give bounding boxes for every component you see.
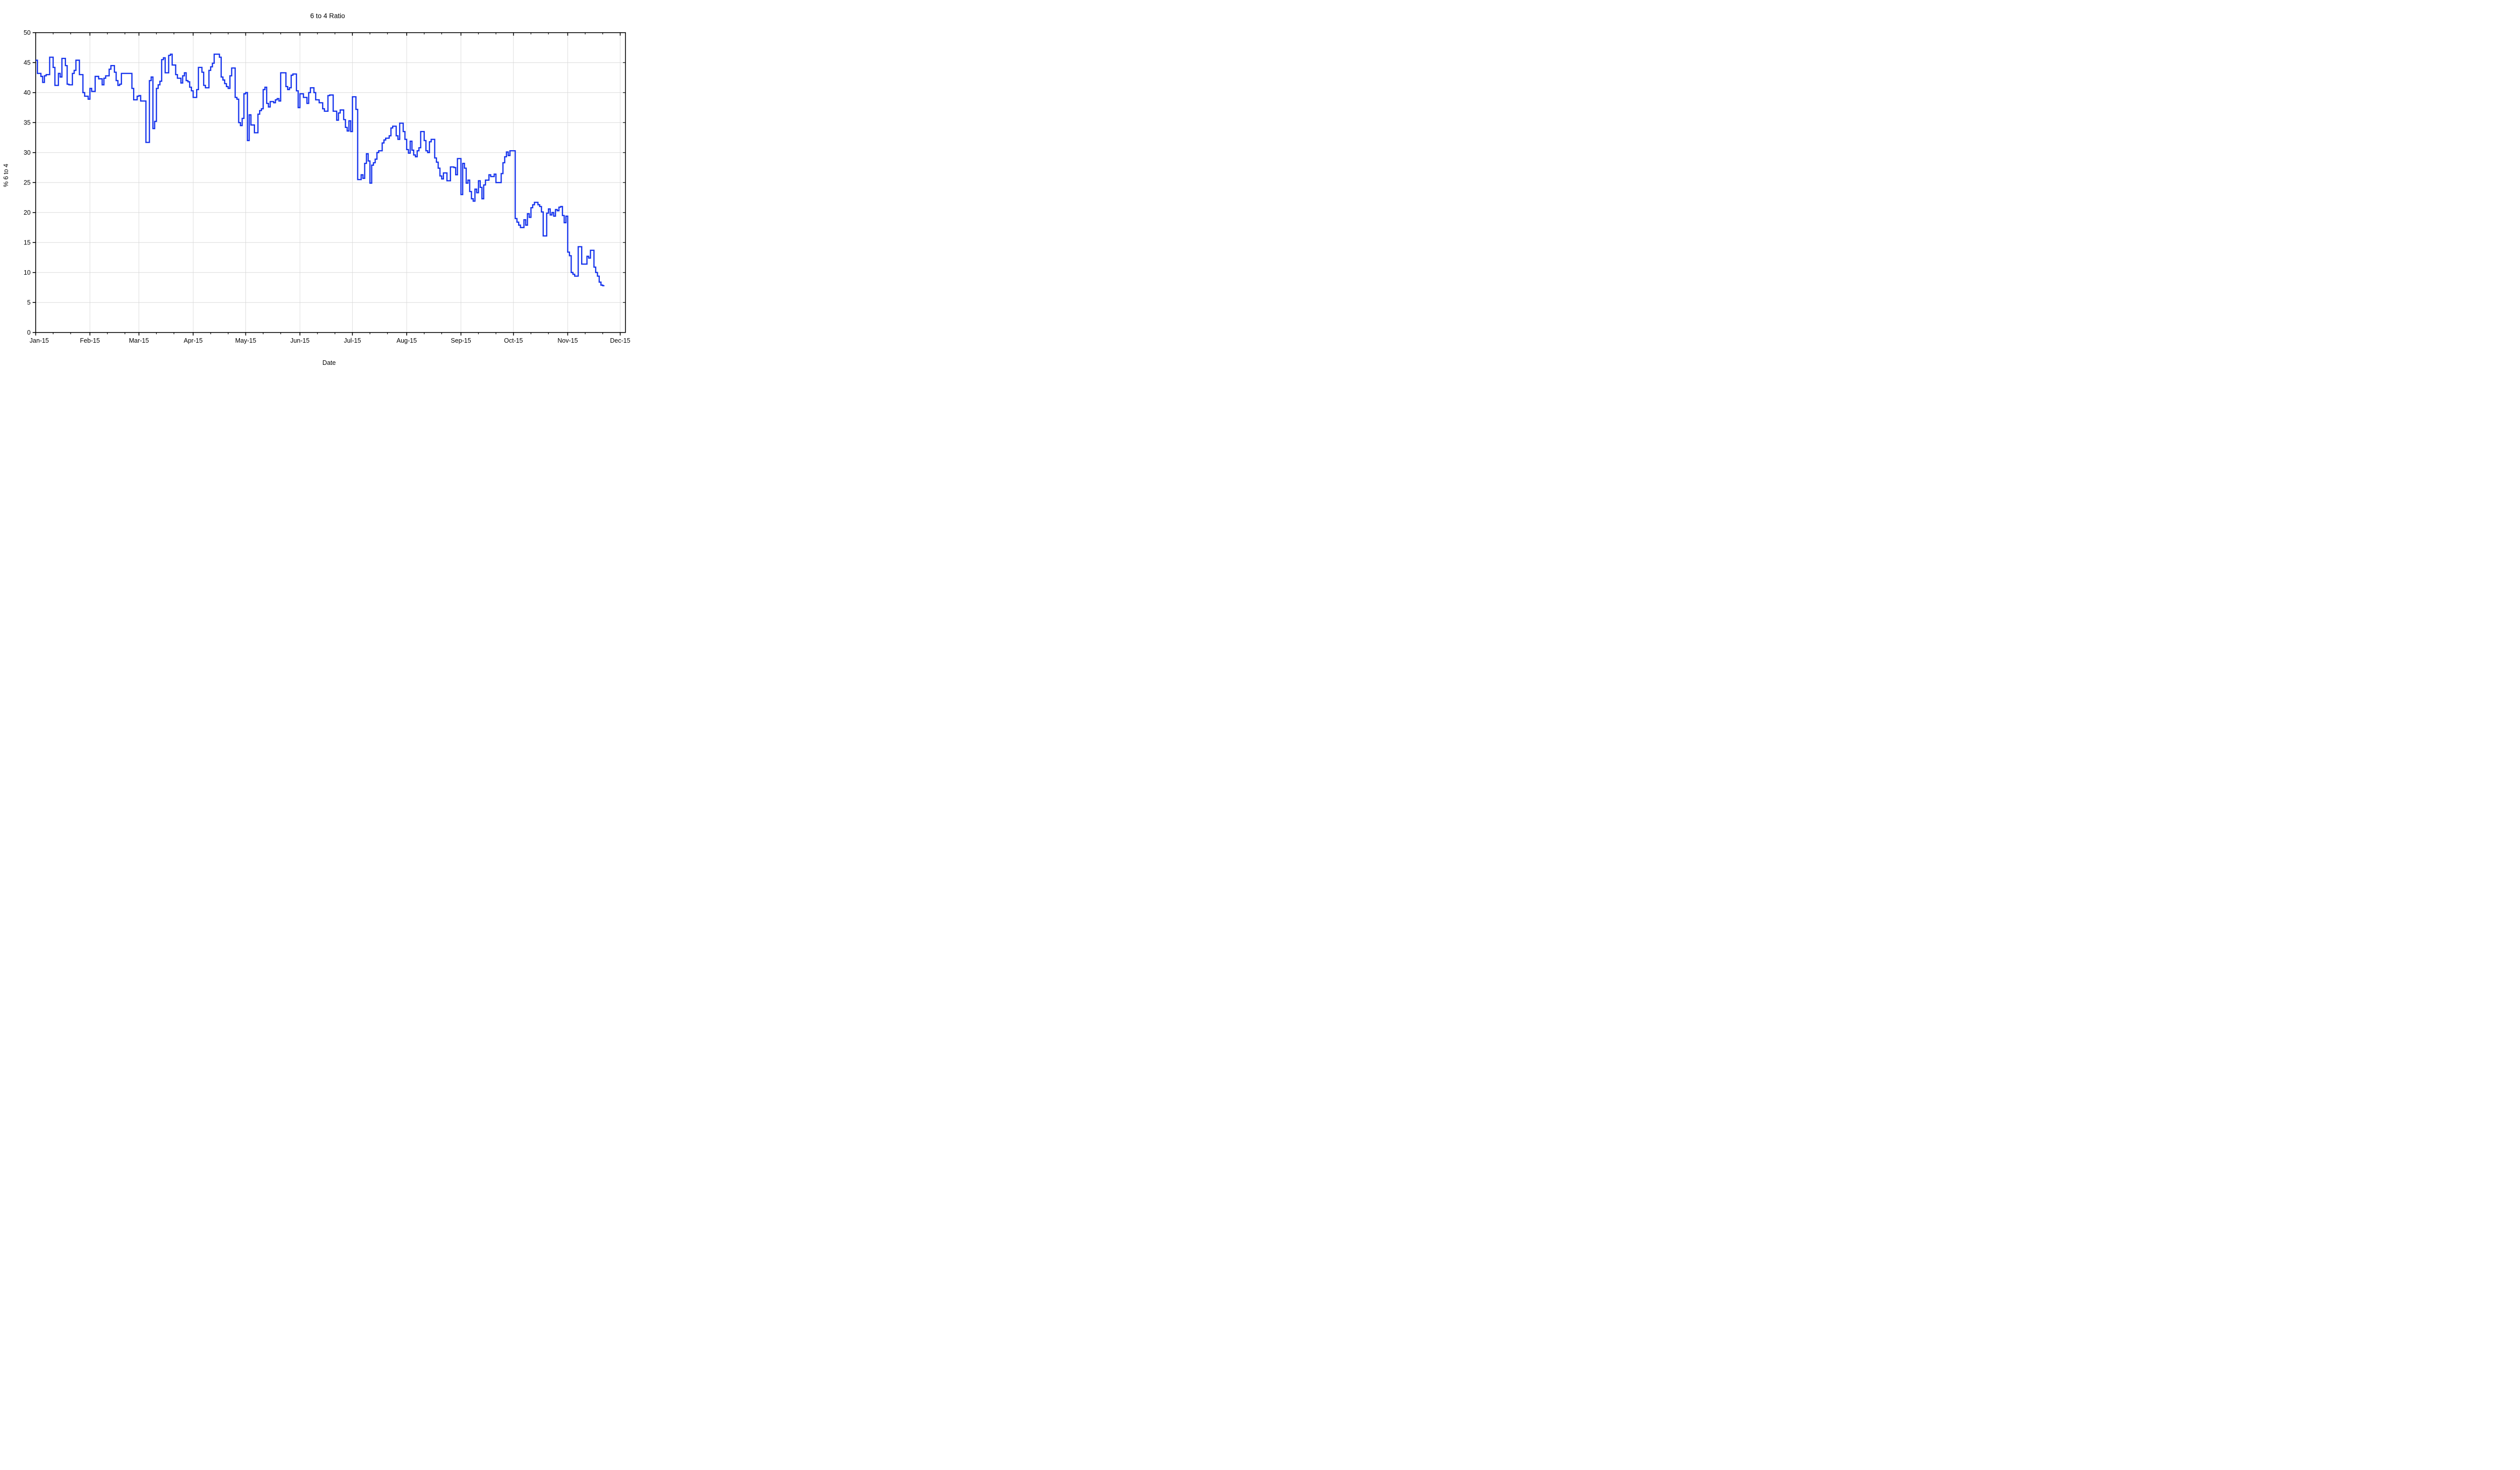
y-tick-label: 5 (27, 299, 31, 306)
x-tick-label: Sep-15 (451, 337, 471, 344)
y-tick-label: 45 (24, 59, 31, 67)
x-tick-label: Dec-15 (610, 337, 630, 344)
y-tick-label: 25 (24, 179, 31, 186)
line-chart-canvas: 6 to 4 Ratio Date % 6 to 4 0 5 10 15 20 25 30 3… (3, 12, 630, 366)
y-tick-label: 20 (24, 209, 31, 216)
tick-labels: 0 5 10 15 20 25 30 35 40 45 50 Jan-15 Feb-15 Mar-15 Ap… (24, 29, 630, 344)
x-tick-label: Aug-15 (397, 337, 417, 344)
axes-and-ticks (32, 32, 626, 336)
data-series-line (35, 53, 605, 287)
chart-title: 6 to 4 Ratio (310, 12, 345, 20)
x-tick-label: Mar-15 (129, 337, 149, 344)
x-tick-label: Nov-15 (557, 337, 578, 344)
chart-container: 6 to 4 Ratio Date % 6 to 4 0 5 10 15 20 25 30 3… (0, 0, 630, 367)
y-tick-label: 15 (24, 239, 31, 246)
x-tick-label: Apr-15 (184, 337, 203, 344)
y-tick-label: 0 (27, 329, 31, 336)
x-axis-title: Date (323, 359, 336, 366)
y-tick-label: 40 (24, 89, 31, 96)
x-tick-label: Jul-15 (344, 337, 361, 344)
x-tick-label: Oct-15 (504, 337, 523, 344)
y-tick-label: 10 (24, 269, 31, 276)
x-tick-label: Jan-15 (30, 337, 49, 344)
y-tick-label: 35 (24, 119, 31, 126)
y-tick-label: 50 (24, 29, 31, 36)
x-tick-label: Jun-15 (290, 337, 309, 344)
x-tick-label: Feb-15 (80, 337, 100, 344)
x-tick-label: May-15 (235, 337, 257, 344)
gridlines (35, 32, 625, 333)
y-axis-title: % 6 to 4 (3, 164, 10, 187)
y-tick-label: 30 (24, 149, 31, 156)
data-series-layer (35, 53, 605, 287)
